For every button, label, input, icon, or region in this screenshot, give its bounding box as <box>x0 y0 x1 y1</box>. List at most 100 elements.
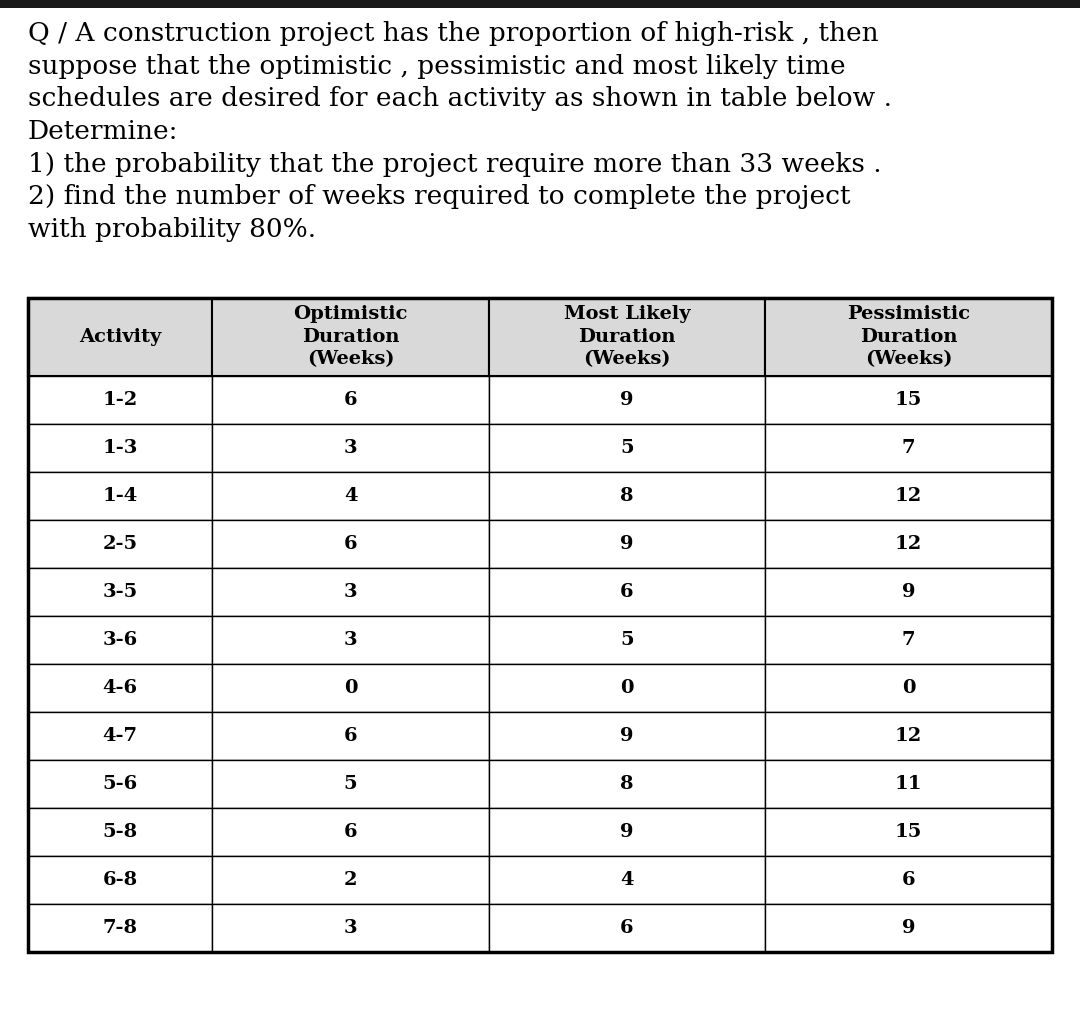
Bar <box>489 808 766 856</box>
Bar <box>28 759 213 808</box>
Bar <box>766 904 1052 952</box>
Bar <box>28 424 213 472</box>
Text: 4-6: 4-6 <box>103 679 138 697</box>
Text: 2) find the number of weeks required to complete the project: 2) find the number of weeks required to … <box>28 184 851 209</box>
Bar <box>213 298 489 376</box>
Text: 7-8: 7-8 <box>103 919 137 936</box>
Bar <box>766 856 1052 904</box>
Text: 1-4: 1-4 <box>103 487 138 504</box>
Bar <box>766 298 1052 376</box>
Bar <box>28 298 1052 952</box>
Text: with probability 80%.: with probability 80%. <box>28 217 316 242</box>
Bar <box>489 711 766 759</box>
Text: 3: 3 <box>343 919 357 936</box>
Text: Optimistic
Duration
(Weeks): Optimistic Duration (Weeks) <box>294 306 408 368</box>
Text: 5: 5 <box>343 774 357 793</box>
Bar <box>489 424 766 472</box>
Text: 6: 6 <box>343 535 357 552</box>
Bar <box>213 568 489 615</box>
Bar <box>213 424 489 472</box>
Bar <box>28 615 213 663</box>
Text: 12: 12 <box>895 487 922 504</box>
Bar <box>28 520 213 568</box>
Text: 9: 9 <box>620 535 634 552</box>
Bar <box>766 808 1052 856</box>
Bar <box>28 808 213 856</box>
Text: 1-3: 1-3 <box>103 438 138 457</box>
Text: Determine:: Determine: <box>28 119 178 144</box>
Text: 7: 7 <box>902 631 916 649</box>
Bar <box>213 808 489 856</box>
Text: 6: 6 <box>343 727 357 745</box>
Bar <box>213 472 489 520</box>
Bar <box>489 615 766 663</box>
Text: 9: 9 <box>620 822 634 841</box>
Bar <box>489 759 766 808</box>
Bar <box>489 472 766 520</box>
Bar <box>213 856 489 904</box>
Text: 5-8: 5-8 <box>103 822 138 841</box>
Text: 6: 6 <box>343 390 357 409</box>
Bar <box>28 472 213 520</box>
Text: 12: 12 <box>895 727 922 745</box>
Text: 4: 4 <box>620 870 634 889</box>
Text: 15: 15 <box>895 822 922 841</box>
Bar <box>489 520 766 568</box>
Bar <box>28 663 213 711</box>
Text: 12: 12 <box>895 535 922 552</box>
Text: 4: 4 <box>343 487 357 504</box>
Bar <box>213 520 489 568</box>
Text: 9: 9 <box>902 583 916 600</box>
Text: 3: 3 <box>343 631 357 649</box>
Bar <box>766 568 1052 615</box>
Text: 0: 0 <box>620 679 634 697</box>
Text: 5: 5 <box>620 438 634 457</box>
Bar <box>213 904 489 952</box>
Bar <box>213 615 489 663</box>
Bar <box>766 663 1052 711</box>
Text: 2-5: 2-5 <box>103 535 138 552</box>
Text: 8: 8 <box>620 774 634 793</box>
Text: schedules are desired for each activity as shown in table below .: schedules are desired for each activity … <box>28 87 892 111</box>
Text: 3: 3 <box>343 438 357 457</box>
Bar <box>28 856 213 904</box>
Text: 8: 8 <box>620 487 634 504</box>
Text: 3: 3 <box>343 583 357 600</box>
Text: 6: 6 <box>620 919 634 936</box>
Text: 4-7: 4-7 <box>103 727 137 745</box>
Text: Most Likely
Duration
(Weeks): Most Likely Duration (Weeks) <box>564 306 690 368</box>
Bar <box>766 711 1052 759</box>
Text: 5: 5 <box>620 631 634 649</box>
Text: 7: 7 <box>902 438 916 457</box>
Text: 1) the probability that the project require more than 33 weeks .: 1) the probability that the project requ… <box>28 152 881 176</box>
Text: 6: 6 <box>343 822 357 841</box>
Text: 6-8: 6-8 <box>103 870 138 889</box>
Text: 0: 0 <box>902 679 916 697</box>
Text: 3-6: 3-6 <box>103 631 138 649</box>
Bar <box>213 711 489 759</box>
Text: Pessimistic
Duration
(Weeks): Pessimistic Duration (Weeks) <box>847 306 970 368</box>
Bar <box>213 376 489 424</box>
Bar <box>489 856 766 904</box>
Bar <box>28 298 213 376</box>
Bar <box>0 0 1080 8</box>
Bar <box>489 904 766 952</box>
Text: 11: 11 <box>895 774 922 793</box>
Text: Q / A construction project has the proportion of high-risk , then: Q / A construction project has the propo… <box>28 21 879 46</box>
Text: 9: 9 <box>902 919 916 936</box>
Text: 9: 9 <box>620 727 634 745</box>
Bar <box>766 472 1052 520</box>
Bar <box>213 663 489 711</box>
Bar <box>28 711 213 759</box>
Bar <box>766 376 1052 424</box>
Text: suppose that the optimistic , pessimistic and most likely time: suppose that the optimistic , pessimisti… <box>28 54 846 78</box>
Text: 6: 6 <box>620 583 634 600</box>
Bar <box>766 759 1052 808</box>
Text: 2: 2 <box>343 870 357 889</box>
Bar <box>213 759 489 808</box>
Bar <box>489 568 766 615</box>
Text: 5-6: 5-6 <box>103 774 138 793</box>
Bar <box>28 376 213 424</box>
Bar <box>489 663 766 711</box>
Text: 15: 15 <box>895 390 922 409</box>
